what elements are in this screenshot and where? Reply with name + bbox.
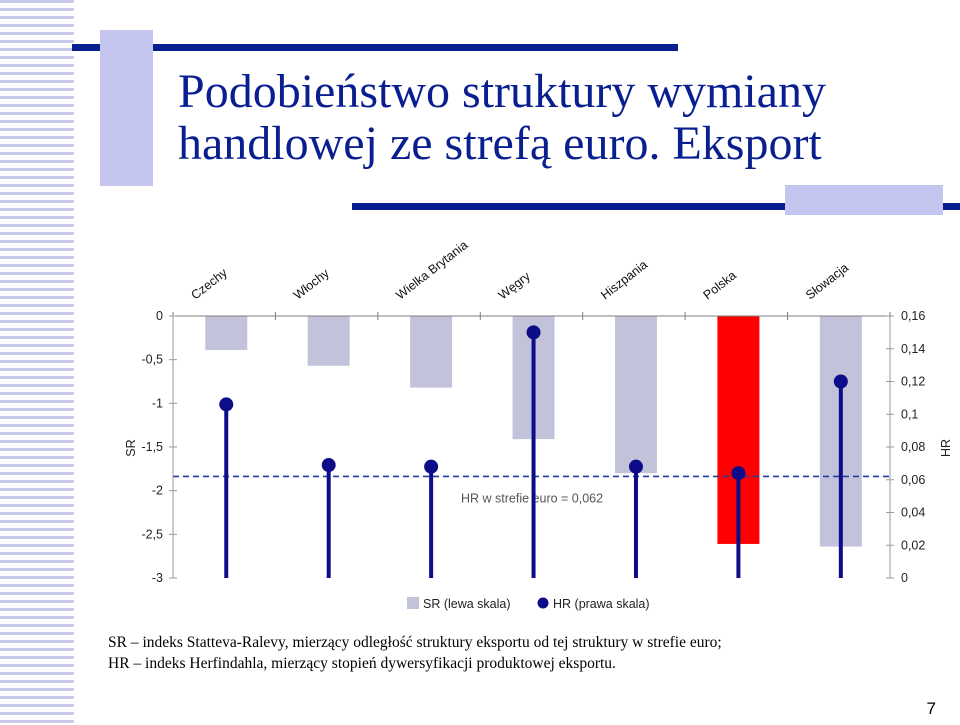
hr-point	[526, 325, 541, 340]
hr-point	[628, 459, 643, 474]
slide-title-line2: handlowej ze strefą euro. Eksport	[178, 117, 822, 170]
decorative-block-top	[100, 30, 153, 186]
right-axis-title: HR	[939, 439, 953, 457]
page-number: 7	[926, 699, 936, 718]
decorative-block-bottom	[785, 185, 943, 215]
slide-title: Podobieństwo struktury wymiany handlowej…	[178, 66, 938, 170]
left-tick-label: -3	[152, 571, 163, 585]
category-label: Włochy	[291, 266, 333, 303]
right-tick-label: 0,08	[901, 440, 925, 454]
sr-bar	[205, 316, 248, 351]
sr-bar	[410, 316, 453, 388]
right-tick-label: 0,1	[901, 407, 918, 421]
footnote-line-hr: HR – indeks Herfindahla, mierzący stopie…	[108, 655, 616, 672]
footnote: SR – indeks Statteva-Ralevy, mierzący od…	[108, 632, 722, 674]
left-tick-label: -1,5	[141, 440, 163, 454]
sr-bar	[307, 316, 350, 366]
legend-swatch-hr	[537, 597, 549, 609]
left-tick-label: 0	[156, 309, 163, 323]
legend-label-hr: HR (prawa skala)	[553, 597, 650, 611]
sr-bar	[614, 316, 657, 474]
decorative-stripes	[0, 0, 74, 725]
decorative-bar-bottom	[352, 203, 960, 210]
legend-label-sr: SR (lewa skala)	[423, 597, 511, 611]
right-tick-label: 0,06	[901, 473, 925, 487]
slide-title-line1: Podobieństwo struktury wymiany	[178, 65, 826, 118]
category-label: Polska	[701, 268, 739, 302]
left-tick-label: -2	[152, 484, 163, 498]
left-tick-label: -1	[152, 396, 163, 410]
hr-point	[731, 466, 746, 481]
left-tick-label: -0,5	[141, 353, 163, 367]
right-tick-label: 0,16	[901, 309, 925, 323]
legend-swatch-sr	[407, 597, 419, 609]
left-axis-title: SR	[124, 439, 138, 456]
right-tick-label: 0,02	[901, 538, 925, 552]
hr-point	[833, 374, 848, 389]
right-tick-label: 0,14	[901, 342, 925, 356]
right-tick-label: 0	[901, 571, 908, 585]
category-label: Czechy	[188, 265, 230, 302]
hr-point	[321, 458, 336, 473]
footnote-line-sr: SR – indeks Statteva-Ralevy, mierzący od…	[108, 634, 722, 651]
category-label: Wielka Brytania	[393, 238, 470, 303]
right-tick-label: 0,12	[901, 375, 925, 389]
category-label: Słowacja	[803, 261, 851, 303]
hr-point	[424, 459, 439, 474]
category-label: Węgry	[496, 269, 534, 303]
right-tick-label: 0,04	[901, 506, 925, 520]
hr-point	[219, 397, 234, 412]
category-label: Hiszpania	[598, 258, 650, 303]
decorative-bar-top	[72, 44, 678, 51]
left-tick-label: -2,5	[141, 527, 163, 541]
